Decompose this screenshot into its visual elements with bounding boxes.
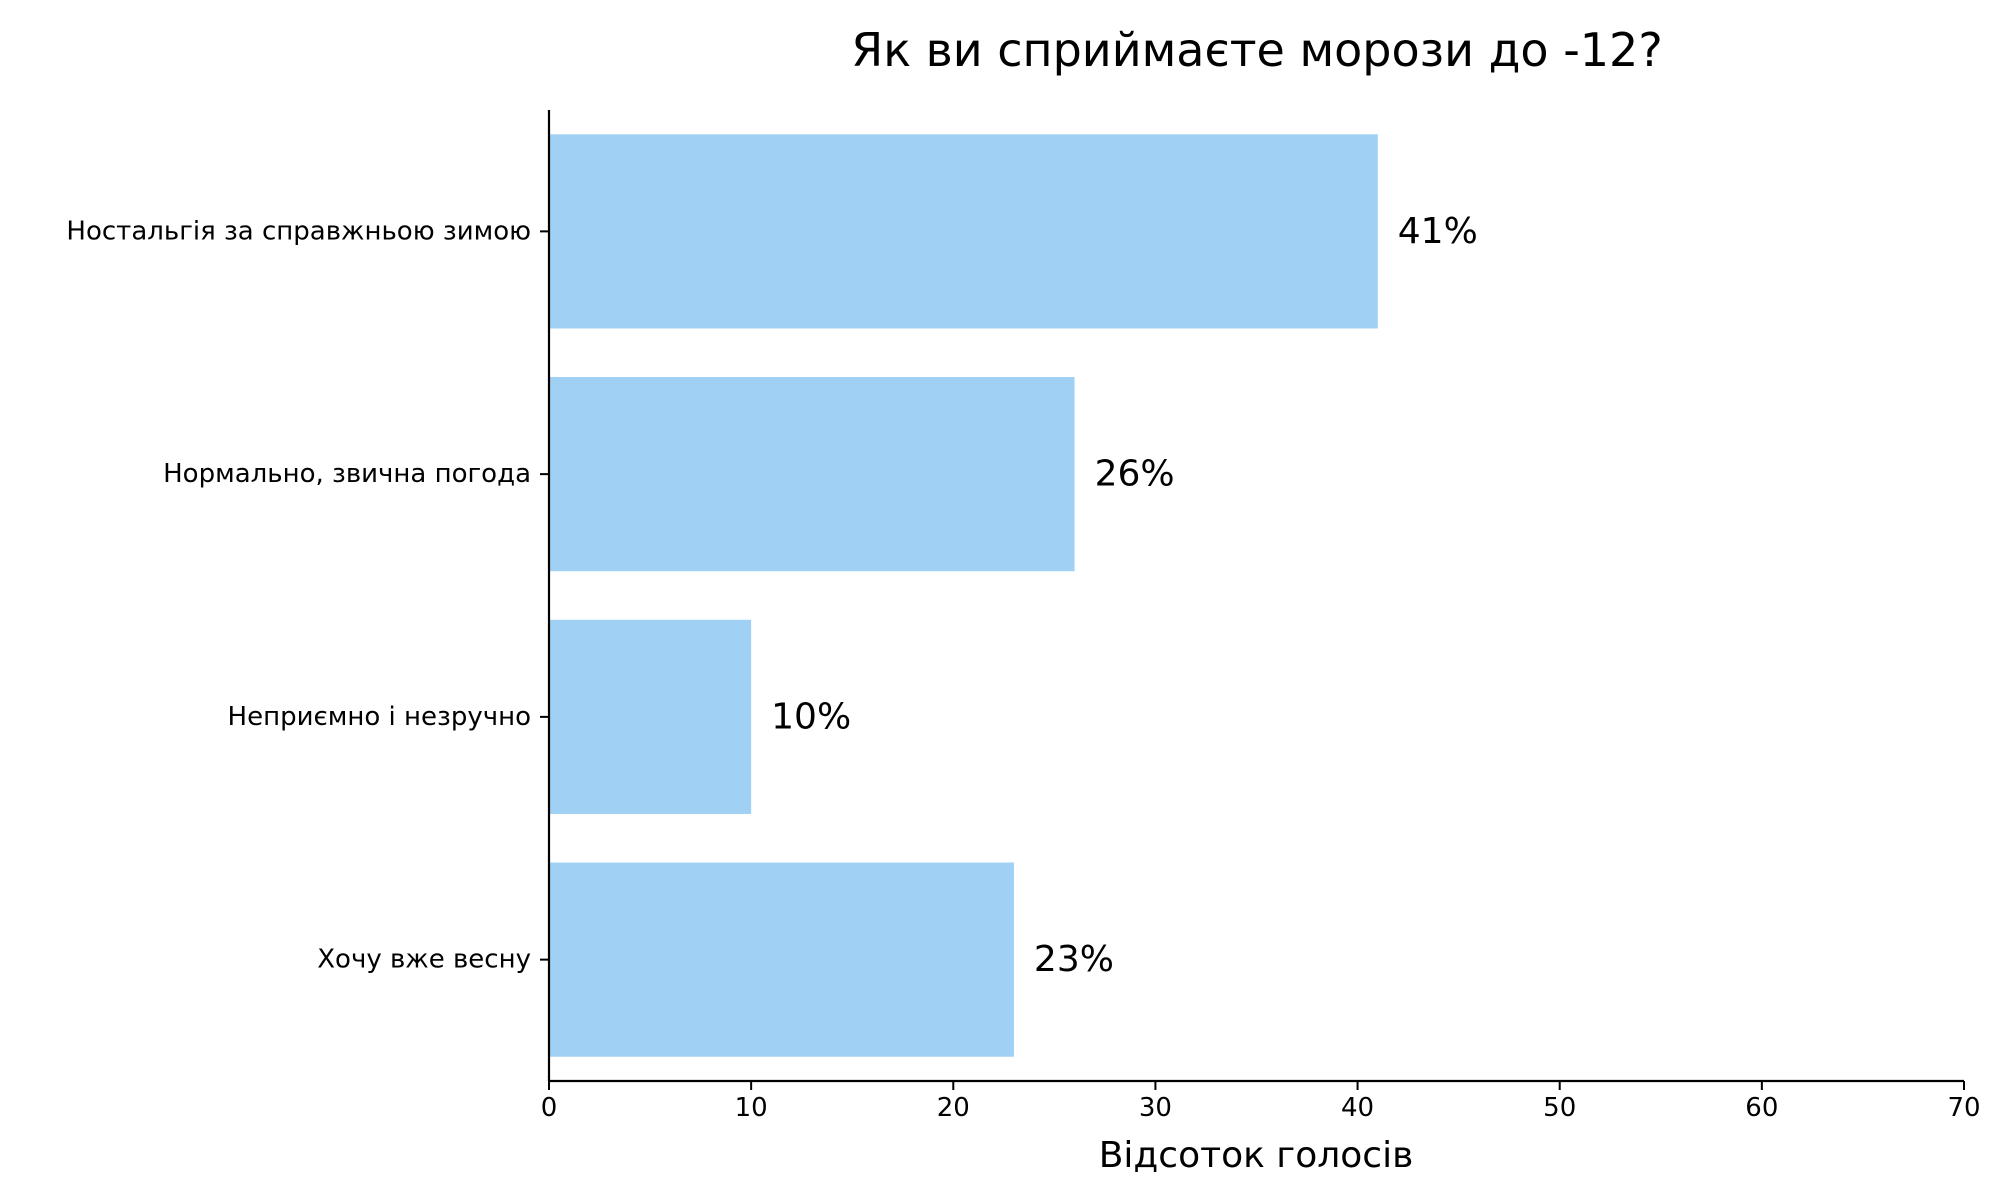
- bars-group: [549, 134, 1378, 1057]
- bar-3: [549, 619, 752, 814]
- data-label-2: 26%: [1095, 454, 1175, 495]
- chart-title: Як ви сприймаєте морози до -12?: [851, 23, 1663, 77]
- x-axis-label: Відсоток голосів: [1099, 1135, 1414, 1176]
- x-tick-label-30: 30: [1139, 1093, 1172, 1123]
- data-label-1: 41%: [1398, 211, 1478, 252]
- bar-1: [549, 134, 1378, 329]
- y-tick-label-4: Хочу вже весну: [317, 945, 531, 975]
- y-tick-label-3: Неприємно і незручно: [228, 702, 531, 732]
- x-tick-label-0: 0: [541, 1093, 558, 1123]
- bar-2: [549, 377, 1075, 572]
- x-tick-label-10: 10: [735, 1093, 768, 1123]
- x-tick-label-40: 40: [1341, 1093, 1374, 1123]
- data-labels-group: 41% 26% 10% 23%: [771, 211, 1478, 980]
- x-tick-label-70: 70: [1947, 1093, 1980, 1123]
- data-label-3: 10%: [771, 696, 851, 737]
- y-tick-label-2: Нормально, звична погода: [163, 459, 531, 489]
- y-axis: Ностальгія за справжньою зимою Нормально,…: [66, 110, 551, 1081]
- y-tick-label-1: Ностальгія за справжньою зимою: [66, 216, 531, 246]
- x-tick-label-60: 60: [1745, 1093, 1778, 1123]
- x-tick-label-50: 50: [1543, 1093, 1576, 1123]
- x-axis: 0 10 20 30 40 50 60 70: [541, 1079, 1981, 1123]
- data-label-4: 23%: [1034, 939, 1114, 980]
- x-tick-label-20: 20: [937, 1093, 970, 1123]
- bar-4: [549, 862, 1014, 1057]
